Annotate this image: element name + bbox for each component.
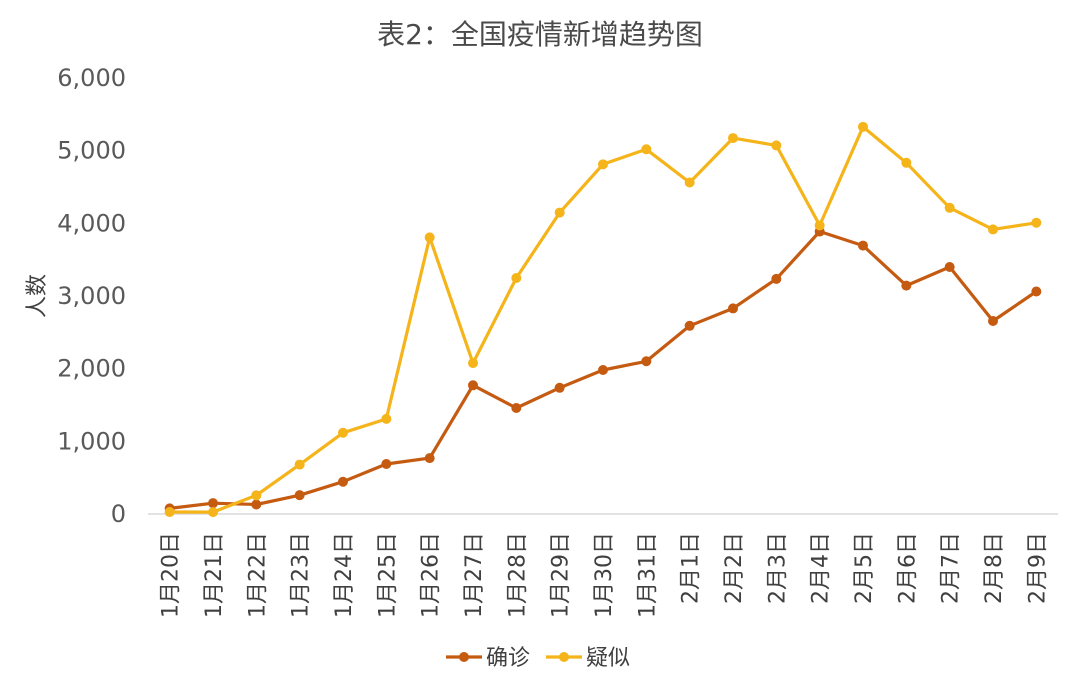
data-point [598, 159, 608, 170]
data-point [554, 207, 565, 218]
data-point [381, 413, 392, 424]
x-axis-ticks: 1月20日 1月21日 1月22日 1月23日 1月24日 1月25日 1月26日 1月27日… [159, 532, 1051, 618]
data-point [901, 280, 912, 291]
data-point [208, 507, 218, 518]
data-point [988, 315, 998, 326]
y-tick-label: 4,000 [57, 209, 126, 237]
x-tick-label: 1月25日 [375, 532, 400, 618]
data-point [294, 490, 305, 501]
data-point [468, 358, 478, 369]
data-point [164, 507, 175, 518]
legend-marker [559, 652, 569, 662]
x-tick-label: 1月22日 [245, 532, 270, 618]
data-point [728, 133, 738, 144]
data-point [814, 220, 825, 231]
x-tick-label: 1月31日 [635, 532, 660, 618]
data-point [208, 498, 218, 509]
y-axis-label: 人数 [25, 274, 50, 318]
x-tick-label: 1月30日 [592, 532, 617, 618]
x-tick-label: 1月20日 [159, 532, 184, 618]
legend-marker [459, 652, 469, 662]
data-point [251, 499, 262, 510]
series-layer [164, 121, 1042, 518]
legend-label: 疑似 [586, 646, 630, 671]
series-line-1 [168, 125, 1038, 514]
x-tick-label: 2月6日 [895, 532, 920, 604]
data-point [338, 427, 348, 438]
data-point [251, 490, 262, 501]
x-tick-label: 2月8日 [982, 532, 1007, 604]
chart-title: 表2：全国疫情新增趋势图 [377, 18, 703, 51]
data-point [858, 121, 868, 132]
y-axis-ticks: 0 1,000 2,000 3,000 4,000 5,000 6,000 [57, 64, 126, 528]
data-point [988, 224, 998, 235]
data-point [468, 380, 478, 391]
data-point [684, 177, 695, 188]
data-point [1031, 286, 1042, 297]
data-point [424, 232, 435, 243]
y-tick-label: 6,000 [57, 64, 126, 92]
x-tick-label: 2月4日 [809, 532, 834, 604]
data-point [944, 202, 955, 213]
data-point [554, 382, 565, 393]
x-tick-label: 2月7日 [939, 532, 964, 604]
legend-label: 确诊 [486, 646, 530, 671]
data-point [511, 402, 522, 413]
y-tick-label: 3,000 [57, 282, 126, 310]
x-tick-label: 1月27日 [462, 532, 487, 618]
data-point [944, 262, 955, 273]
y-tick-label: 2,000 [57, 355, 126, 383]
x-tick-label: 2月2日 [722, 532, 747, 604]
y-tick-label: 0 [111, 500, 126, 528]
data-point [1031, 217, 1042, 228]
data-point [294, 459, 305, 470]
data-point [381, 459, 392, 470]
data-point [901, 157, 912, 168]
y-tick-label: 1,000 [57, 427, 126, 455]
x-tick-label: 1月24日 [332, 532, 357, 618]
legend: 确诊 疑似 [446, 646, 630, 671]
data-point [771, 273, 782, 284]
x-tick-label: 1月26日 [419, 532, 444, 618]
x-tick-label: 2月5日 [852, 532, 877, 604]
y-tick-label: 5,000 [57, 137, 126, 165]
data-point [511, 272, 522, 283]
data-point [728, 303, 738, 314]
x-tick-label: 1月28日 [505, 532, 530, 618]
data-point [641, 144, 652, 155]
x-tick-label: 2月3日 [765, 532, 790, 604]
data-point [424, 453, 435, 464]
data-point [771, 140, 782, 151]
x-tick-label: 1月21日 [202, 532, 227, 618]
x-tick-label: 2月1日 [679, 532, 704, 604]
data-point [338, 476, 348, 487]
x-tick-label: 1月23日 [289, 532, 314, 618]
data-point [684, 320, 695, 331]
x-tick-label: 2月9日 [1025, 532, 1050, 604]
data-point [641, 356, 652, 367]
data-point [858, 240, 868, 251]
data-point [598, 364, 608, 375]
x-tick-label: 1月29日 [549, 532, 574, 618]
